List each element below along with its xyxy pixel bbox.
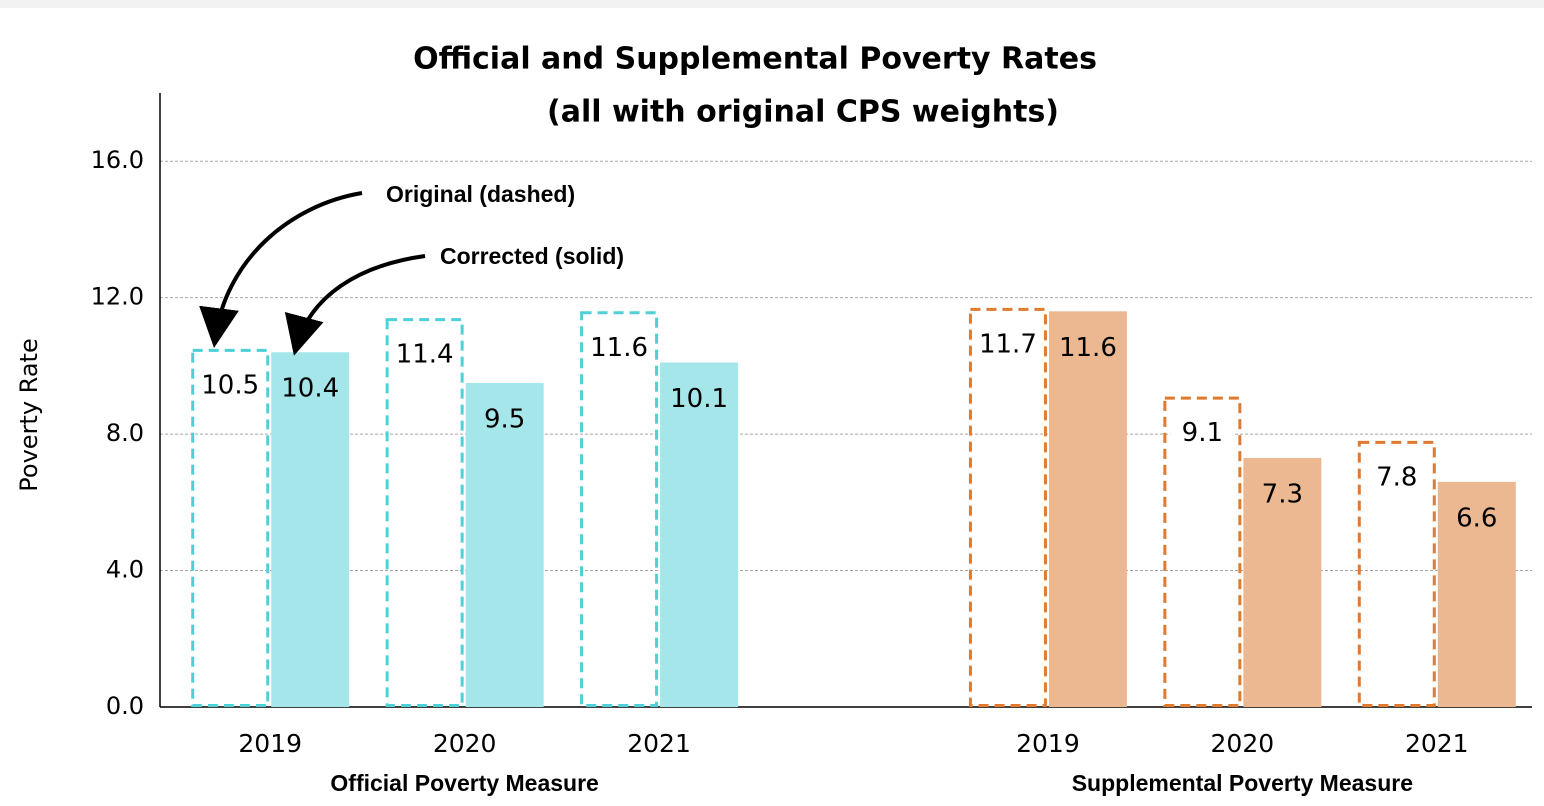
label-bg [1170,417,1235,450]
y-tick-label: 12.0 [91,283,144,311]
value-label: 10.5 [201,370,259,400]
bar [271,352,350,707]
x-tick-label: 2020 [433,729,497,758]
label-bg [198,369,263,402]
value-label: 9.5 [484,404,525,434]
label-bg [392,339,457,372]
value-label: 11.6 [1059,333,1117,363]
bar [385,318,464,707]
group-label: Supplemental Poverty Measure [1072,770,1413,796]
label-bg [1364,461,1429,494]
y-tick-label: 0.0 [106,692,144,720]
label-bg [587,332,652,365]
bar [1357,440,1436,707]
bar [580,311,659,707]
chart-subtitle: (all with original CPS weights) [547,95,1059,130]
bar [1048,311,1127,707]
legend-entry: Corrected (solid) [440,243,624,269]
bar [660,362,739,707]
value-label: 11.6 [590,333,648,363]
legend-entry: Original (dashed) [386,181,575,207]
bar [1163,396,1242,707]
value-label: 10.4 [281,374,339,404]
group-label: Official Poverty Measure [330,770,598,796]
value-label: 11.7 [979,329,1037,359]
x-tick-label: 2021 [1405,729,1469,758]
bar [1437,481,1516,707]
y-tick-label: 4.0 [106,556,144,584]
label-bg [975,328,1040,361]
annotation-arrow [284,254,426,356]
x-tick-label: 2019 [1016,729,1080,758]
x-tick-label: 2021 [627,729,691,758]
y-axis-label: Poverty Rate [15,338,43,491]
chart-title: Official and Supplemental Poverty Rates [413,42,1097,77]
x-tick-label: 2019 [238,729,302,758]
top-band [0,0,1544,8]
bar [968,307,1047,707]
value-label: 10.1 [670,384,728,414]
y-tick-label: 16.0 [91,146,144,174]
value-label: 11.4 [396,340,454,370]
bar [1243,457,1322,707]
annotation-arrow [199,191,363,348]
value-label: 9.1 [1182,418,1223,448]
bar [465,382,544,707]
value-label: 7.8 [1376,462,1417,492]
bar [191,348,270,707]
value-label: 7.3 [1262,479,1303,509]
y-tick-label: 8.0 [106,419,144,447]
x-tick-label: 2020 [1211,729,1275,758]
value-label: 6.6 [1456,503,1497,533]
